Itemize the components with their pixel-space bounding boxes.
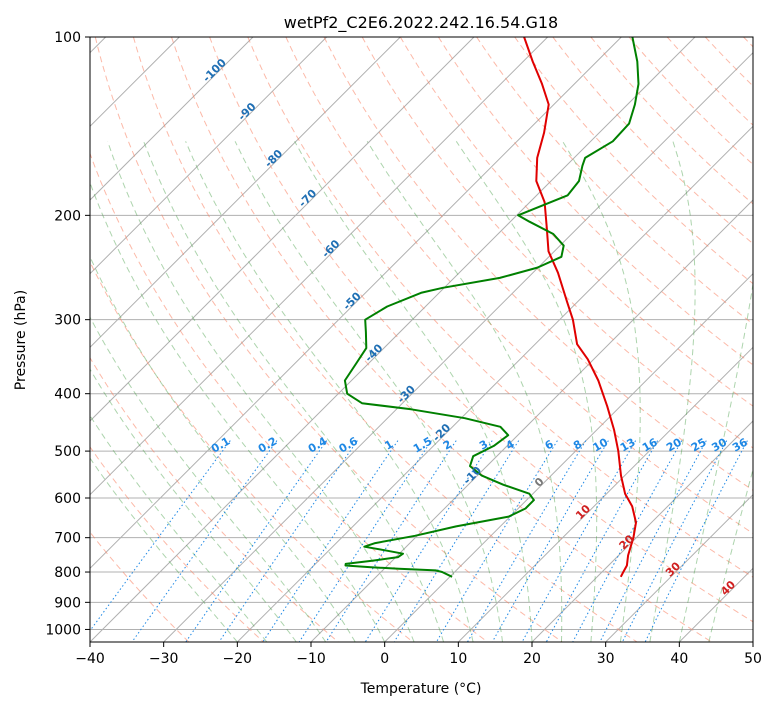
x-tick-label: −20 bbox=[223, 651, 253, 667]
dry-adiabat-line bbox=[90, 356, 339, 642]
mixing-ratio-line bbox=[90, 440, 231, 632]
x-tick-label: −30 bbox=[149, 651, 179, 667]
dry-adiabat-line bbox=[209, 37, 753, 623]
y-tick-label: 600 bbox=[54, 491, 81, 507]
moist-adiabat-line bbox=[234, 141, 503, 642]
dry-adiabat-line bbox=[247, 37, 753, 578]
isotherm-line bbox=[90, 37, 622, 570]
isotherm-line bbox=[90, 37, 475, 422]
mixing-ratio-line bbox=[644, 440, 748, 642]
plot-frame bbox=[89, 36, 754, 643]
y-tick-label: 400 bbox=[54, 387, 81, 403]
y-tick-label: 100 bbox=[54, 30, 81, 46]
dry-adiabat-line bbox=[590, 37, 753, 205]
moist-adiabat-line bbox=[562, 141, 641, 642]
isotherm-line bbox=[90, 37, 549, 496]
mixing-ratio-line bbox=[185, 440, 328, 642]
dry-adiabat-line bbox=[552, 37, 753, 245]
isotherm-line bbox=[457, 346, 753, 642]
dry-adiabat-line bbox=[437, 37, 753, 366]
x-tick-label: 50 bbox=[744, 651, 762, 667]
x-tick-label: 20 bbox=[523, 651, 541, 667]
mixing-ratio-line bbox=[621, 440, 728, 642]
y-tick-label: 500 bbox=[54, 444, 81, 460]
dry-adiabat-line bbox=[285, 37, 753, 535]
y-tick-label: 300 bbox=[54, 313, 81, 329]
x-tick-label: −10 bbox=[296, 651, 326, 667]
chart-title: wetPf2_C2E6.2022.242.16.54.G18 bbox=[284, 13, 558, 33]
moist-adiabat-line bbox=[455, 141, 598, 642]
x-axis-label: Temperature (°C) bbox=[360, 681, 482, 697]
dry-adiabat-line bbox=[94, 37, 563, 642]
mixing-ratio-line bbox=[545, 440, 659, 642]
mixing-ratio-line bbox=[298, 440, 432, 642]
temperature-line bbox=[523, 37, 637, 578]
x-axis-ticks: −40 −30 −20 −10 0 10 20 30 40 50 bbox=[75, 642, 762, 667]
isotherm-line bbox=[236, 125, 753, 642]
x-tick-label: −40 bbox=[75, 651, 105, 667]
dry-adiabat-line bbox=[90, 260, 414, 642]
dry-adiabat-line bbox=[90, 446, 264, 642]
isotherm-line bbox=[90, 37, 328, 275]
profile-series bbox=[343, 37, 640, 578]
dry-adiabat-line bbox=[323, 37, 753, 491]
dry-adiabat-line bbox=[132, 37, 638, 642]
moist-adiabat-line bbox=[708, 467, 753, 642]
moist-adiabat-line bbox=[143, 141, 445, 642]
isotherm-line bbox=[605, 493, 753, 642]
dry-adiabat-line bbox=[399, 37, 753, 407]
isotherm-line bbox=[90, 37, 401, 349]
mixing-ratio-line bbox=[435, 440, 558, 642]
moist-adiabat-line bbox=[90, 368, 297, 642]
moist-adiabat-line bbox=[678, 280, 753, 642]
moist-adiabat-line bbox=[366, 141, 563, 642]
x-tick-label: 30 bbox=[597, 651, 615, 667]
moist-adiabat-line bbox=[107, 141, 415, 642]
moist-adiabat-line bbox=[649, 141, 696, 642]
moist-adiabat-line bbox=[185, 141, 474, 642]
x-tick-label: 40 bbox=[670, 651, 688, 667]
isotherm-line bbox=[384, 272, 753, 642]
y-tick-label: 1000 bbox=[45, 622, 81, 638]
moist-adiabat-line bbox=[90, 414, 268, 642]
isotherm-line bbox=[90, 37, 254, 201]
mixing-ratio-line bbox=[131, 440, 278, 642]
y-tick-label: 800 bbox=[54, 565, 81, 581]
isotherm-line bbox=[163, 51, 753, 642]
mixing-ratio-line bbox=[218, 440, 358, 642]
mixing-ratio-line bbox=[262, 440, 399, 642]
dry-adiabat-line bbox=[361, 37, 753, 449]
x-tick-label: 0 bbox=[380, 651, 389, 667]
mixing-ratio-line bbox=[521, 440, 637, 642]
y-tick-label: 200 bbox=[54, 208, 81, 224]
mixing-ratio-line bbox=[491, 440, 609, 642]
dewpoint-line bbox=[343, 37, 640, 578]
moist-adiabat-line bbox=[90, 181, 386, 642]
isotherm-line bbox=[90, 37, 696, 642]
moist-adiabat-line bbox=[90, 457, 238, 642]
moist-adiabat-line bbox=[90, 316, 327, 642]
y-axis-label: Pressure (hPa) bbox=[13, 290, 29, 390]
x-tick-label: 10 bbox=[449, 651, 467, 667]
y-tick-label: 900 bbox=[54, 595, 81, 611]
y-tick-label: 700 bbox=[54, 531, 81, 547]
mixing-ratio-line bbox=[467, 440, 587, 642]
dry-adiabat-line bbox=[171, 37, 712, 642]
y-axis-ticks: 1000 900 800 700 600 500 400 300 200 100 bbox=[45, 30, 90, 638]
